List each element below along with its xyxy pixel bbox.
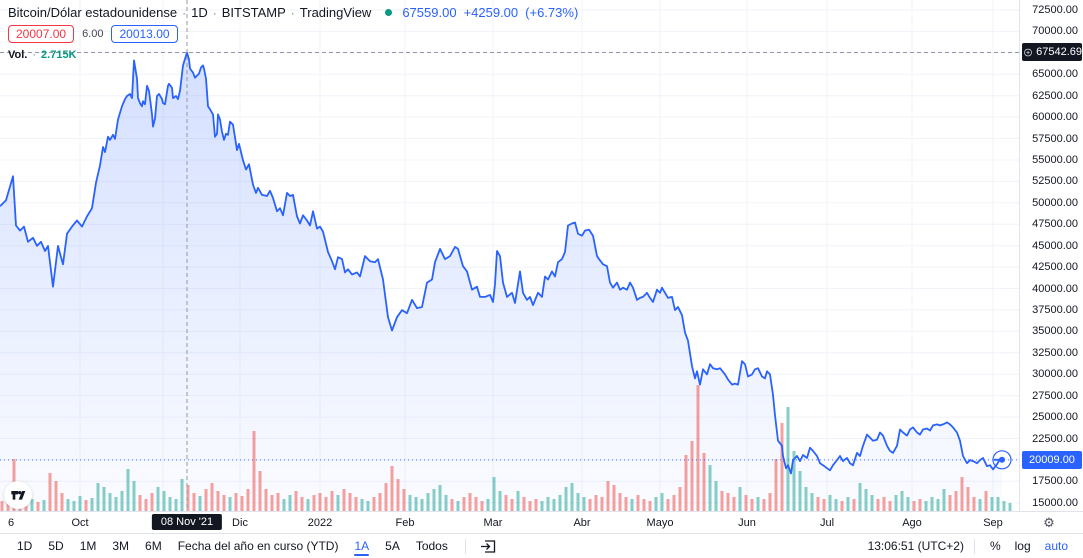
toolbar-divider [973,538,975,554]
open-price-pill[interactable]: 20007.00 [8,25,75,43]
price-axis[interactable]: 72500.0070000.0067500.0065000.0062500.00… [1019,0,1083,511]
plus-circle-icon[interactable] [1024,46,1032,59]
price-tick-label: 52500.00 [1032,175,1078,188]
brand-label[interactable]: TradingView [299,5,372,20]
price-tick-label: 25000.00 [1032,411,1078,424]
go-to-date-button[interactable] [476,539,501,554]
last-price-badge-value: 20009.00 [1029,453,1075,466]
time-tick-label: 2022 [307,517,333,529]
price-tick-label: 47500.00 [1032,218,1078,231]
range-button-1m[interactable]: 1M [79,539,97,553]
separator: · [290,5,295,20]
crosshair-price-value: 67542.69 [1036,46,1082,59]
price-tick-label: 42500.00 [1032,261,1078,274]
range-button-5d[interactable]: 5D [48,539,64,553]
time-tick-label: 6 [7,517,15,529]
time-tick-label: Ago [902,517,922,529]
legend-volume-row[interactable]: Vol. · 2.715K [8,49,578,61]
range-button-fecha-del-a-o-en-curso-ytd-[interactable]: Fecha del año en curso (YTD) [177,539,339,553]
volume-label: Vol. [8,49,28,61]
chart-legend: Bitcoin/Dólar estadounidense · 1D · BITS… [8,5,578,61]
time-tick-label: Jun [738,517,756,529]
time-axis[interactable]: 6 Oct Dic 2022 Feb Mar Abr Mayo Jun Jul Ago Sep 08 … [0,511,1083,533]
crosshair-price-badge: 67542.69 [1022,43,1082,62]
clock-label[interactable]: 13:06:51 (UTC+2) [867,539,964,553]
price-tick-label: 17500.00 [1032,475,1078,488]
price-tick-label: 60000.00 [1032,111,1078,124]
price-tick-label: 62500.00 [1032,89,1078,102]
price-tick-label: 35000.00 [1032,325,1078,338]
time-tick-label: Mayo [646,517,674,529]
legend-ohlc-row: 20007.00 6.00 20013.00 [8,25,578,43]
change-value: +4259.00 [463,5,519,20]
time-tick-label: Sep [983,517,1003,529]
separator: · [212,5,217,20]
tradingview-logo[interactable] [4,481,32,509]
timeframe-label[interactable]: 1D [191,5,208,20]
change-percent: (+6.73%) [525,5,579,20]
time-tick-label: Abr [573,517,591,529]
tradingview-logo-icon [11,491,26,500]
range-button-todos[interactable]: Todos [415,539,448,553]
time-tick-label: Oct [71,517,89,529]
time-tick-label: Dic [232,517,248,529]
price-tick-label: 15000.00 [1032,496,1078,509]
market-status-dot[interactable] [385,9,393,16]
time-tick-label: Jul [819,517,835,529]
close-price-pill[interactable]: 20013.00 [111,25,178,43]
legend-mid-value: 6.00 [82,28,104,40]
price-tick-label: 65000.00 [1032,68,1078,81]
price-tick-label: 37500.00 [1032,303,1078,316]
percent-scale-button[interactable]: % [989,539,1001,553]
log-scale-button[interactable]: log [1014,539,1031,553]
auto-scale-button[interactable]: auto [1044,539,1068,553]
price-tick-label: 57500.00 [1032,132,1078,145]
separator: · [182,5,187,20]
range-button-6m[interactable]: 6M [145,539,162,553]
time-tick-label: Feb [395,517,415,529]
range-button-5a[interactable]: 5A [385,539,400,553]
symbol-name[interactable]: Bitcoin/Dólar estadounidense [8,5,178,20]
price-tick-label: 45000.00 [1032,239,1078,252]
range-button-1d[interactable]: 1D [17,539,33,553]
price-tick-label: 32500.00 [1032,346,1078,359]
crosshair-date-badge: 08 Nov '21 [151,514,223,530]
last-price-badge: 20009.00 [1022,450,1082,469]
price-tick-label: 55000.00 [1032,153,1078,166]
price-tick-label: 22500.00 [1032,432,1078,445]
range-button-3m[interactable]: 3M [112,539,130,553]
toolbar-right-group: 13:06:51 (UTC+2) % log auto [868,537,1073,555]
price-tick-label: 72500.00 [1032,4,1078,16]
price-chart-plot[interactable] [0,0,1019,511]
range-switcher: 1D 5D 1M 3M 6M Fecha del año en curso (YTD) 1A… [10,537,501,556]
go-to-date-icon [480,539,496,553]
legend-values: 67559.00 +4259.00 (+6.73%) [402,5,578,20]
price-tick-label: 27500.00 [1032,389,1078,402]
separator: · [32,49,37,61]
price-tick-label: 70000.00 [1032,25,1078,38]
time-tick-label: Mar [483,517,503,529]
legend-title-row[interactable]: Bitcoin/Dólar estadounidense · 1D · BITS… [8,5,578,20]
price-tick-label: 50000.00 [1032,196,1078,209]
volume-value: 2.715K [41,49,77,61]
toolbar-divider [464,538,466,554]
last-price-value: 67559.00 [402,5,457,20]
price-tick-label: 30000.00 [1032,368,1078,381]
price-tick-label: 40000.00 [1032,282,1078,295]
axis-settings-gear-icon[interactable]: ⚙ [1043,515,1055,530]
exchange-label[interactable]: BITSTAMP [221,5,286,20]
bottom-toolbar: 1D 5D 1M 3M 6M Fecha del año en curso (YTD) 1A… [0,533,1083,558]
range-button-1a[interactable]: 1A [347,537,376,556]
